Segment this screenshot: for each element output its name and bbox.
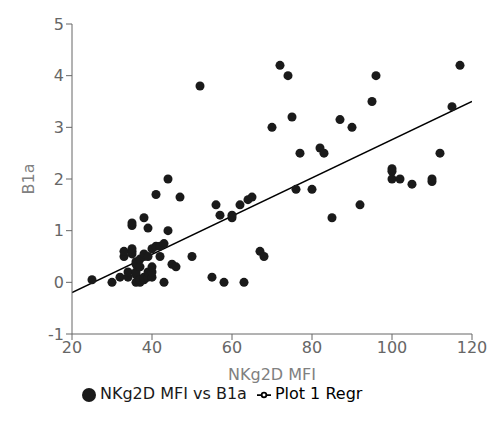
svg-text:2: 2	[54, 170, 64, 189]
html-text:NKg2D MFI vs B1a: NKg2D MFI vs B1a	[100, 384, 247, 403]
svg-text:1: 1	[54, 221, 64, 240]
svg-text:120: 120	[457, 338, 488, 357]
svg-text:40: 40	[142, 338, 162, 357]
svg-text:5: 5	[54, 15, 64, 34]
svg-text:4: 4	[54, 66, 64, 85]
svg-text:60: 60	[222, 338, 242, 357]
svg-text:0: 0	[54, 273, 64, 292]
svg-text:100: 100	[377, 338, 408, 357]
svg-text:B1a: B1a	[19, 164, 38, 195]
svg-text:-1: -1	[48, 325, 64, 344]
svg-text:80: 80	[302, 338, 322, 357]
svg-text:3: 3	[54, 118, 64, 137]
html-text:Plot 1 Regr: Plot 1 Regr	[274, 384, 363, 403]
svg-text:NKg2D MFI: NKg2D MFI	[228, 365, 316, 384]
svg-text:20: 20	[62, 338, 82, 357]
